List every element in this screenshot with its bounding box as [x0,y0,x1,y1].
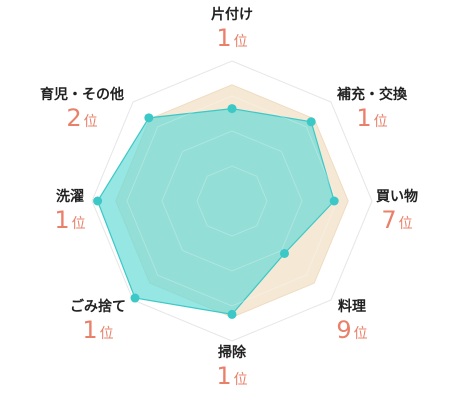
axis-label: 買い物 7 位 [376,188,418,238]
rank-suffix: 位 [233,372,248,388]
axis-label: 片付け 1 位 [211,6,253,56]
rank-suffix: 位 [398,216,413,232]
axis-name: 育児・その他 [40,87,124,103]
axis-label: 育児・その他 2 位 [40,86,124,136]
axis-label: 洗濯 1 位 [54,188,85,238]
rank-suffix: 位 [353,326,368,342]
rank-suffix: 位 [233,34,248,50]
data-point [329,196,339,206]
axis-name: 補充・交換 [337,87,407,103]
data-point [306,117,316,127]
rank-suffix: 位 [373,114,388,130]
rank-number: 9 [336,316,352,344]
axis-label: 料理 9 位 [336,298,367,348]
axis-label: 補充・交換 1 位 [337,86,407,136]
grid-ring-overlay [161,130,303,272]
axis-label: 掃除 1 位 [216,344,247,394]
axis-name: 片付け [211,7,253,23]
rank-suffix: 位 [71,216,86,232]
data-point [130,293,140,303]
grid-ring-overlay [126,95,338,307]
data-point [227,309,237,319]
axis-name: ごみ捨て [70,299,126,315]
axis-label: ごみ捨て 1 位 [70,298,126,348]
rank-number: 2 [66,104,82,132]
rank-number: 1 [216,24,232,52]
rank-number: 1 [356,104,372,132]
rank-suffix: 位 [99,326,114,342]
grid-ring [91,60,373,342]
rank-number: 1 [54,206,70,234]
axis-name: 洗濯 [56,189,84,205]
rank-suffix: 位 [83,114,98,130]
rank-number: 1 [82,316,98,344]
data-point [279,248,289,258]
axis-name: 買い物 [376,189,418,205]
data-point [144,113,154,123]
axis-name: 料理 [338,299,366,315]
data-point [93,196,103,206]
data-point [227,104,237,114]
axis-name: 掃除 [218,345,246,361]
rank-number: 7 [381,206,397,234]
rank-number: 1 [216,362,232,390]
grid-ring-overlay [196,165,268,237]
